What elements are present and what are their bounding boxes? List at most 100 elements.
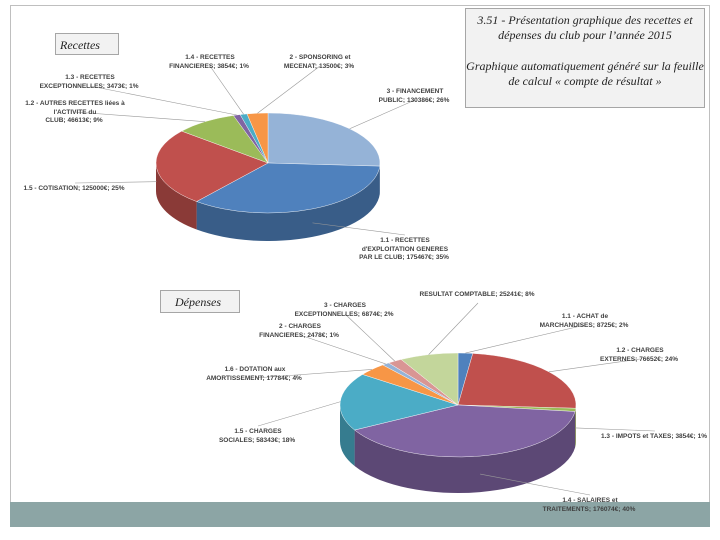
data-label: 1.3 - RECETTES EXCEPTIONNELLES; 3473€; 1%	[35, 74, 145, 91]
leader-line	[74, 181, 157, 184]
pie-slice	[354, 404, 576, 458]
data-label-part: 1%	[129, 82, 139, 90]
data-label: 1.4 - RECETTES FINANCIERES; 3854€; 1%	[160, 54, 260, 71]
pie-slice	[400, 352, 459, 406]
data-label: 1.2 - CHARGES EXTERNES; 76652€; 24%	[590, 347, 690, 364]
data-label-part: 1.4 - SALAIRES et TRAITEMENTS;	[542, 497, 618, 513]
data-label: 1.6 - DOTATION aux AMORTISSEMENT; 17784€;…	[200, 366, 310, 383]
data-label-part: 3473€;	[106, 82, 128, 90]
data-label: 2 - CHARGES FINANCIERES; 2478€; 1%	[245, 323, 355, 340]
data-label: RESULTAT COMPTABLE; 25241€; 8%	[413, 291, 543, 300]
data-label-part: 18%	[282, 436, 296, 444]
data-label-part: 175467€;	[406, 254, 434, 261]
data-label-part: 6874€;	[361, 310, 383, 318]
pie-slice-side	[575, 408, 576, 448]
data-label-part: 8%	[525, 291, 535, 298]
data-label-part: 2%	[619, 321, 629, 329]
pie-slice-side	[196, 166, 380, 241]
pie-slice	[457, 353, 577, 409]
leader-line	[312, 222, 406, 236]
leader-line	[349, 99, 416, 130]
data-label-part: 25%	[111, 185, 125, 192]
data-label: 1.1 - RECETTES d'EXPLOITATION GENERES PA…	[355, 237, 455, 263]
chart-title: Recettes	[55, 33, 119, 55]
pie-slice	[196, 162, 381, 214]
leader-line	[89, 85, 237, 116]
data-label-part: 2 - CHARGES FINANCIERES;	[259, 323, 321, 339]
data-label-part: 2 - SPONSORING et MECENAT;	[283, 54, 351, 70]
data-label-part: 9%	[93, 117, 103, 124]
leader-line	[257, 65, 321, 114]
data-label-part: 3%	[344, 62, 355, 70]
leader-line	[465, 324, 586, 354]
data-label-part: 1.6 - DOTATION aux AMORTISSEMENT;	[206, 366, 286, 382]
data-label-part: 1.3 - RECETTES EXCEPTIONNELLES;	[39, 74, 115, 90]
data-label-part: 2478€;	[307, 331, 328, 339]
data-label-part: 1.1 - RECETTES d'EXPLOITATION GENERES PA…	[359, 237, 449, 261]
data-label-part: 4%	[292, 374, 302, 382]
leader-line	[299, 334, 386, 365]
data-label: 1.5 - COTISATION; 125000€; 25%	[20, 185, 130, 194]
data-label-part: 125000€;	[82, 185, 110, 192]
pie-slice-side	[156, 163, 197, 230]
data-label-part: 1.4 - RECETTES FINANCIERES;	[169, 54, 235, 70]
data-label: 3 - FINANCEMENT PUBLIC; 130386€; 26%	[360, 88, 470, 105]
data-label-part: 24%	[664, 355, 678, 363]
data-label-part: 3 - CHARGES EXCEPTIONNELLES;	[294, 302, 366, 318]
data-label: 1.2 - AUTRES RECETTES liées à l'ACTIVITE…	[25, 100, 125, 126]
leader-line	[254, 369, 373, 379]
data-label-part: 1.5 - CHARGES SOCIALES;	[218, 428, 282, 444]
caption-box: 3.51 - Présentation graphique des recett…	[465, 8, 705, 108]
data-label-part: 3 - FINANCEMENT PUBLIC;	[378, 88, 444, 104]
data-label: 1.1 - ACHAT de MARCHANDISES; 8725€; 2%	[530, 313, 640, 330]
data-label-part: 3854€;	[217, 62, 238, 70]
leader-line	[257, 401, 341, 427]
leader-line	[344, 313, 395, 362]
data-label-part: 58343€;	[256, 436, 281, 444]
leader-line	[428, 302, 479, 355]
leader-line	[74, 111, 206, 122]
data-label-part: 26%	[436, 96, 450, 104]
data-label-part: 8725€;	[596, 321, 618, 329]
pie-slice	[246, 112, 269, 164]
leader-line	[548, 358, 641, 373]
pie-slice	[267, 112, 381, 167]
data-label: 1.3 - IMPOTS et TAXES; 3854€; 1%	[600, 433, 710, 442]
pie-slice	[339, 374, 459, 431]
data-label: 3 - CHARGES EXCEPTIONNELLES; 6874€; 2%	[280, 302, 410, 319]
data-label-part: 1.2 - AUTRES RECETTES liées à l'ACTIVITE…	[25, 100, 125, 124]
data-label: 1.4 - SALAIRES et TRAITEMENTS; 176074€; 40…	[525, 497, 655, 514]
data-label-part: RESULTAT COMPTABLE;	[419, 291, 498, 298]
leader-line	[480, 473, 591, 496]
leader-line	[575, 427, 656, 432]
data-label-part: 1%	[239, 62, 249, 70]
data-label-part: 1.5 - COTISATION;	[23, 185, 81, 192]
data-label-part: 40%	[622, 505, 636, 513]
note: Graphique automatiquement généré sur la …	[466, 59, 704, 88]
data-label-part: 176074€;	[592, 505, 621, 513]
data-label-part: 3854€;	[675, 433, 696, 440]
caption: 3.51 - Présentation graphique des recett…	[477, 13, 693, 42]
data-label-part: 1.3 - IMPOTS et TAXES;	[601, 433, 674, 440]
data-label-part: 1%	[697, 433, 708, 440]
data-label-part: 46613€;	[67, 117, 92, 124]
data-label-part: 1.1 - ACHAT de MARCHANDISES;	[539, 313, 609, 329]
chart-title: Dépenses	[160, 290, 240, 313]
pie-slice-side	[354, 411, 576, 494]
data-label-part: 1%	[329, 331, 339, 339]
footer-strip	[10, 502, 710, 527]
data-label-part: 35%	[435, 254, 449, 261]
leader-line	[209, 65, 244, 115]
data-label-part: 25241€;	[499, 291, 524, 298]
pie-slice	[155, 130, 269, 202]
data-label: 1.5 - CHARGES SOCIALES; 58343€; 18%	[203, 428, 313, 445]
data-label-part: 17784€;	[266, 374, 291, 382]
data-label: 2 - SPONSORING et MECENAT; 13500€; 3%	[260, 54, 380, 71]
data-label-part: 76652€;	[639, 355, 664, 363]
data-label-part: 2%	[384, 310, 394, 318]
data-label-part: 1.2 - CHARGES EXTERNES;	[600, 347, 664, 363]
data-label-part: 13500€;	[318, 62, 343, 70]
data-label-part: 130386€;	[406, 96, 435, 104]
